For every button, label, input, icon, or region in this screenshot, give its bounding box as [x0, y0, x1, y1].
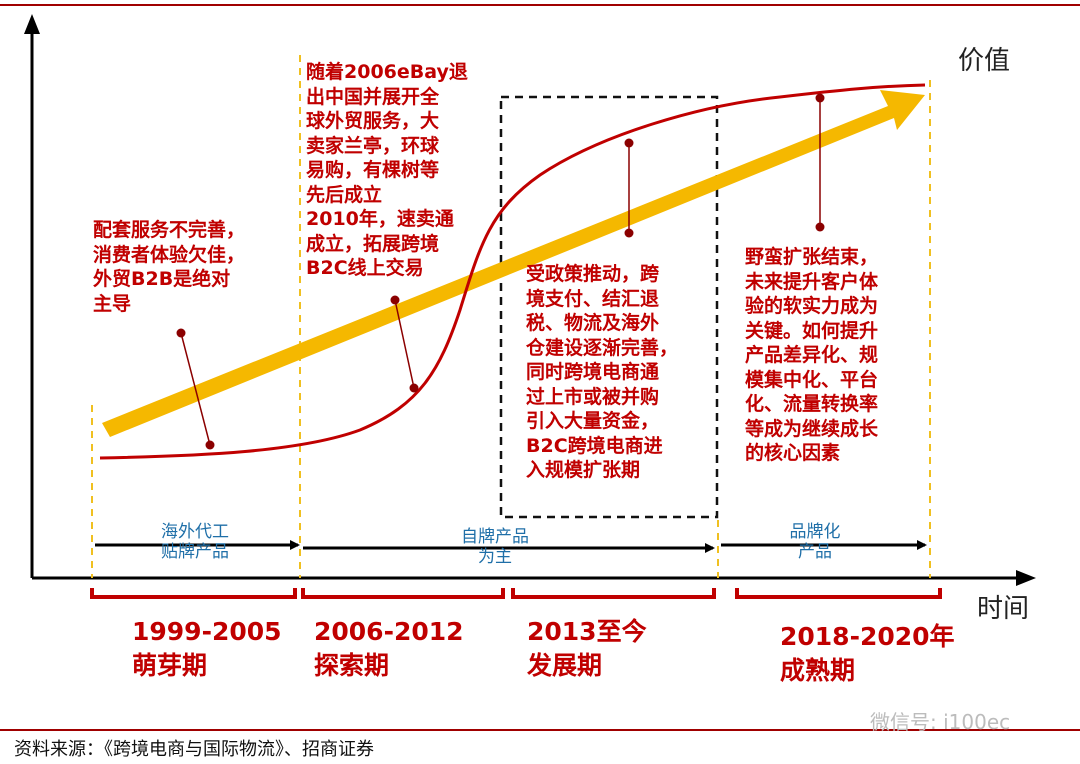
- callout-pin-4-bottom: [815, 222, 825, 232]
- y-axis-arrowhead: [24, 14, 40, 34]
- annotation-embryo: 配套服务不完善， 消费者体验欠佳， 外贸B2B是绝对 主导: [93, 219, 246, 315]
- phase-bracket-3: [511, 588, 716, 599]
- phase-bracket-4: [735, 588, 942, 599]
- phase-label-embryo: 1999-2005 萌芽期: [132, 617, 282, 680]
- annotation-develop: 受政策推动，跨 境支付、结汇退 税、物流及海外 仓建设逐渐完善， 同时跨境电商通…: [526, 263, 679, 481]
- phase-label-develop: 2013至今 发展期: [527, 617, 647, 680]
- phase-label-mature: 2018-2020年 成熟期: [780, 622, 955, 685]
- callout-pin-2-top: [390, 295, 400, 305]
- x-axis-label: 时间: [977, 594, 1030, 624]
- callout-pin-2-bottom: [409, 383, 419, 393]
- callout-pin-3-bottom: [624, 228, 634, 238]
- phase-bracket-1: [90, 588, 297, 599]
- phase-label-explore: 2006-2012 探索期: [314, 617, 464, 680]
- callout-pin-1-bottom: [205, 440, 215, 450]
- callout-pin-1-top: [176, 328, 186, 338]
- callout-pin-3-top: [624, 138, 634, 148]
- development-box: [499, 95, 719, 519]
- band-label-own-brand: 自牌产品 为主: [461, 527, 529, 567]
- source-note: 资料来源：《跨境电商与国际物流》、招商证券: [14, 739, 374, 760]
- band-label-branded: 品牌化 产品: [789, 522, 841, 562]
- watermark: 微信号: i100ec: [870, 710, 1011, 734]
- value-curve: [99, 83, 926, 460]
- band-label-oem: 海外代工 贴牌产品: [161, 522, 229, 562]
- annotation-mature: 野蛮扩张结束， 未来提升客户体 验的软实力成为 关键。如何提升 产品差异化、规 …: [745, 246, 879, 464]
- annotation-explore: 随着2006eBay退 出中国并展开全 球外贸服务，大 卖家兰亭，环球 易购，有…: [306, 61, 468, 279]
- y-axis-label: 价值: [958, 46, 1011, 76]
- phase-bracket-2: [301, 588, 505, 599]
- x-axis-arrowhead: [1016, 570, 1036, 586]
- callout-pin-2: [394, 299, 415, 389]
- callout-pin-4-top: [815, 93, 825, 103]
- trend-arrow: [102, 90, 925, 437]
- callout-pin-1: [180, 332, 211, 446]
